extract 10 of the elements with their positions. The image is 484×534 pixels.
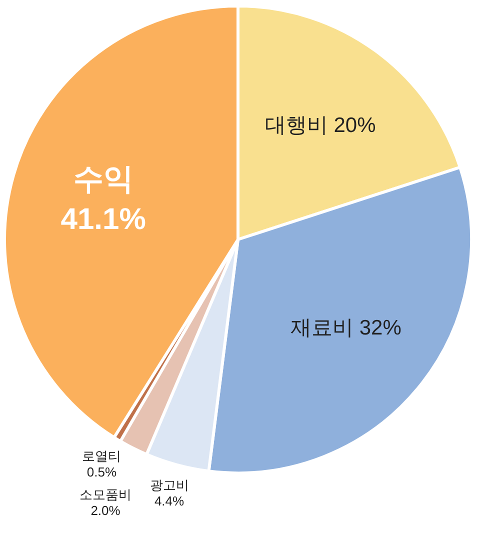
slice-label: 재료비 32%	[290, 316, 402, 340]
slice-label: 수익	[73, 163, 134, 196]
slice-label: 소모품비	[80, 487, 132, 502]
slice-label: 대행비 20%	[264, 114, 376, 137]
data-label: 4.4%	[154, 493, 185, 508]
slice-label: 광고비	[150, 477, 189, 492]
slice-label: 로열티	[82, 448, 122, 464]
data-label: 0.5%	[86, 464, 117, 480]
data-label: 41.1%	[60, 203, 146, 236]
data-label: 2.0%	[90, 503, 121, 518]
